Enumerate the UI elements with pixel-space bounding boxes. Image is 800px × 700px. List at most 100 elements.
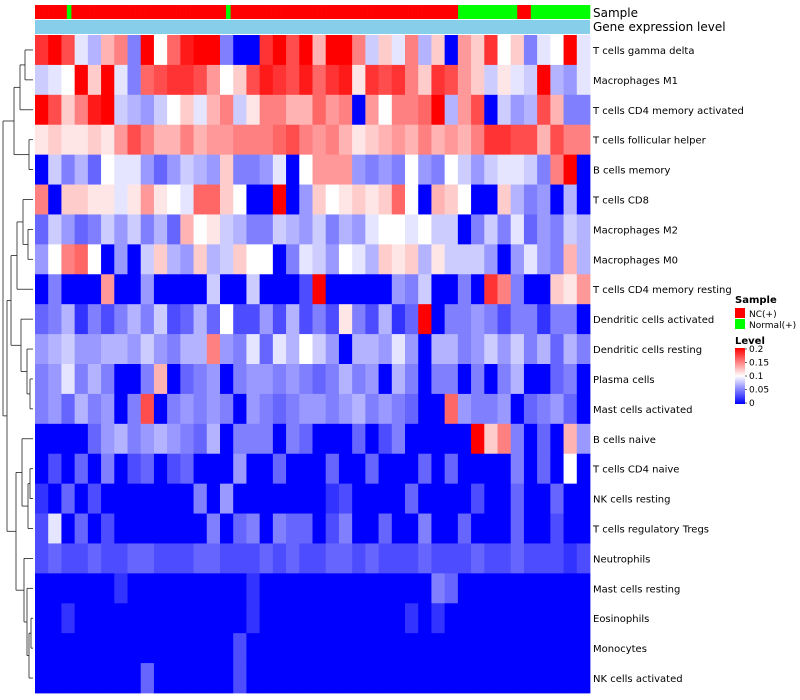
heatmap-cell: [74, 154, 89, 185]
sample-annotation-cell: [567, 5, 573, 19]
heatmap-cell: [457, 304, 472, 335]
sample-annotation-cell: [439, 5, 445, 19]
heatmap-cell: [405, 633, 419, 664]
heatmap-cell: [61, 603, 76, 634]
heatmap-cell: [114, 214, 128, 245]
heatmap-cell: [537, 603, 551, 634]
sample-annotation-cell: [230, 5, 236, 19]
heatmap-cell: [61, 35, 76, 66]
heatmap-cell: [272, 453, 287, 485]
heatmap-cell: [418, 423, 432, 455]
heatmap-cell: [484, 274, 498, 305]
heatmap-cell: [35, 393, 49, 425]
heatmap-cell: [391, 543, 406, 574]
heatmap-cell: [405, 64, 419, 96]
heatmap-cell: [193, 423, 208, 455]
heatmap-cell: [537, 633, 551, 664]
heatmap-cell: [325, 154, 340, 185]
heatmap-cell: [418, 513, 432, 544]
heatmap-cell: [259, 543, 274, 574]
sample-annotation-cell: [162, 5, 168, 19]
sample-annotation-cell: [226, 5, 231, 19]
heatmap-cell: [352, 573, 366, 604]
sample-annotation-cell: [398, 5, 404, 19]
heatmap-cell: [444, 334, 459, 365]
legend-swatch-nc: [735, 308, 745, 318]
heatmap-cell: [101, 453, 115, 485]
heatmap-cell: [74, 543, 89, 574]
heatmap-cell: [206, 334, 221, 365]
heatmap-cell: [87, 334, 102, 365]
heatmap-cell: [48, 274, 62, 305]
heatmap-cell: [193, 483, 208, 514]
heatmap-cell: [576, 35, 591, 66]
heatmap-cell: [523, 513, 538, 544]
heatmap-cell: [484, 633, 498, 664]
heatmap-cell: [299, 244, 313, 275]
sample-annotation-cell: [539, 5, 545, 19]
heatmap-cell: [576, 453, 591, 485]
heatmap-cell: [352, 633, 366, 664]
sample-annotation-cell: [435, 5, 441, 19]
heatmap-cell: [35, 543, 49, 574]
heatmap-cell: [101, 214, 115, 245]
heatmap-cell: [484, 603, 498, 634]
heatmap-cell: [444, 214, 459, 245]
sample-annotation-cell: [203, 5, 209, 19]
heatmap-cell: [325, 364, 340, 395]
heatmap-cell: [61, 513, 76, 544]
heatmap-cell: [299, 364, 313, 395]
heatmap-cell: [153, 184, 168, 215]
heatmap-cell: [312, 663, 327, 694]
heatmap-cell: [537, 154, 551, 185]
heatmap-cell: [523, 334, 538, 365]
heatmap-cell: [378, 214, 393, 245]
heatmap-cell: [259, 393, 274, 425]
row-labels: T cells gamma delta Macrophages M1 T cells…: [592, 46, 744, 685]
heatmap-cell: [338, 184, 353, 215]
heatmap-cell: [338, 244, 353, 275]
heatmap-cell: [550, 154, 564, 185]
row-label: Neutrophils: [593, 554, 650, 565]
sample-annotation-cell: [267, 5, 272, 19]
heatmap-cell: [312, 633, 327, 664]
heatmap-cell: [114, 423, 128, 455]
heatmap-cell: [48, 94, 62, 126]
row-label: NK cells resting: [593, 495, 670, 506]
heatmap-cell: [140, 244, 155, 275]
heatmap-cell: [35, 633, 49, 664]
heatmap-cell: [114, 633, 128, 664]
heatmap-cell: [497, 364, 512, 395]
heatmap-cell: [550, 453, 564, 485]
heatmap-cell: [61, 364, 76, 395]
heatmap-cell: [431, 483, 446, 514]
heatmap-cell: [444, 543, 459, 574]
heatmap-cell: [444, 35, 459, 66]
heatmap-cell: [431, 603, 446, 634]
heatmap-cell: [246, 64, 261, 96]
heatmap-cell: [418, 364, 432, 395]
sample-annotation-cell: [380, 5, 386, 19]
heatmap-cell: [193, 244, 208, 275]
sample-annotation-cell: [430, 5, 436, 19]
heatmap-cell: [87, 603, 102, 634]
heatmap-cell: [312, 184, 327, 215]
heatmap-cell: [550, 244, 564, 275]
heatmap-cell: [537, 573, 551, 604]
heatmap-cell: [233, 633, 247, 664]
heatmap-cell: [484, 124, 498, 156]
heatmap-cell: [497, 124, 512, 156]
heatmap-cell: [391, 304, 406, 335]
heatmap-cell: [537, 334, 551, 365]
heatmap-cell: [405, 334, 419, 365]
heatmap-cell: [61, 124, 76, 156]
heatmap-cell: [114, 154, 128, 185]
heatmap-cell: [471, 393, 485, 425]
heatmap-cell: [180, 663, 194, 694]
heatmap-cell: [127, 94, 142, 126]
heatmap-cell: [338, 453, 353, 485]
sample-annotation-cell: [153, 5, 159, 19]
heatmap-cell: [233, 274, 247, 305]
heatmap-cell: [87, 453, 102, 485]
heatmap-cell: [127, 64, 142, 96]
